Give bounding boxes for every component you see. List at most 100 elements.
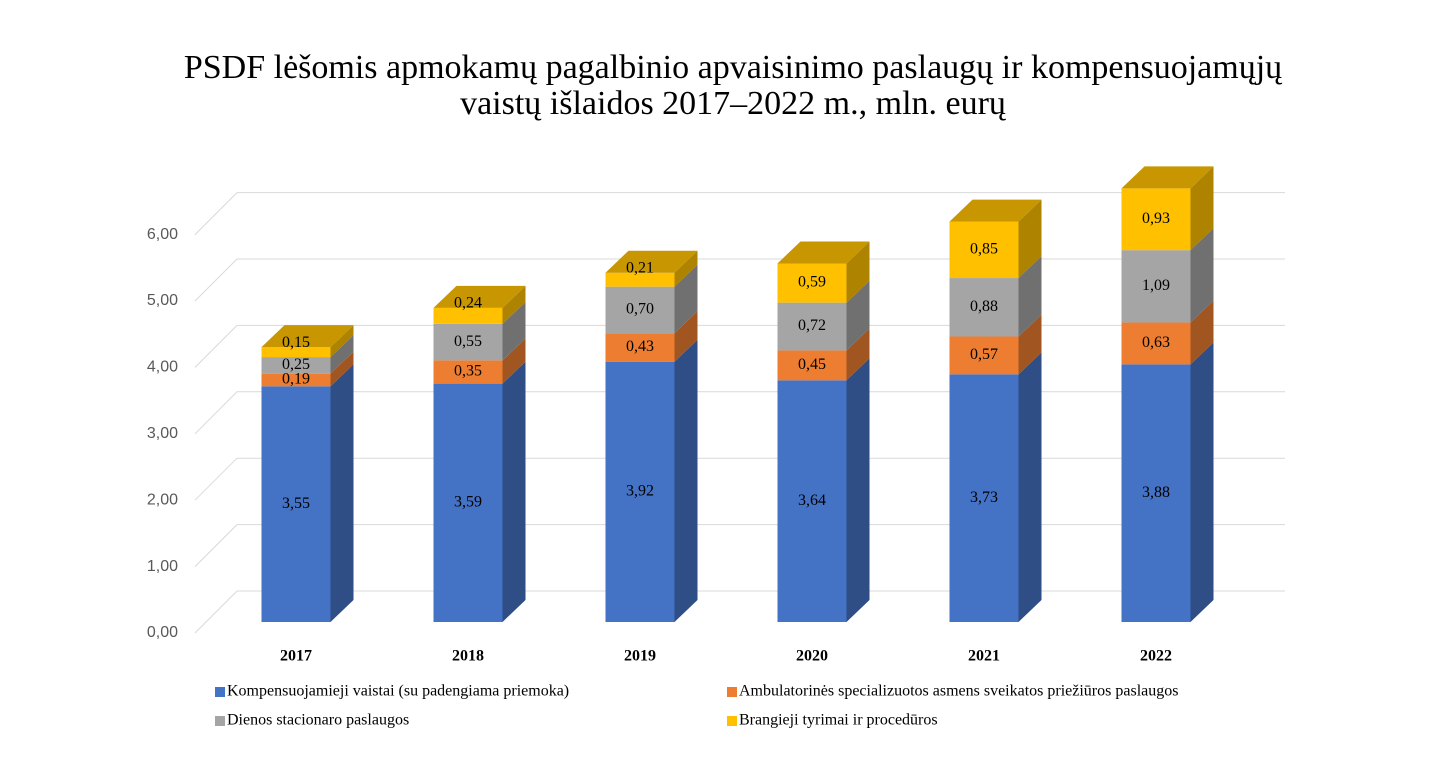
bar-side [674,339,698,622]
bar [605,361,675,622]
x-tick-label: 2020 [796,648,828,665]
legend-swatch [727,716,737,726]
bar [777,263,847,303]
bar-side [1190,342,1214,622]
bar-side [330,325,354,358]
data-label: 0,21 [626,259,654,276]
grid-line [194,391,1285,435]
x-tick-label: 2021 [968,648,1000,665]
y-tick-label: 0,00 [147,624,178,641]
bar [949,221,1019,279]
data-label: 0,24 [454,295,482,312]
bar-side [1190,228,1214,323]
bar-side [674,250,698,287]
data-label: 0,35 [454,363,482,380]
legend-label: Brangieji tyrimai ir procedūros [739,712,938,729]
bar-side [846,280,870,351]
data-label: 0,88 [970,298,998,315]
bar [433,360,503,384]
bar [261,357,331,374]
data-label: 0,93 [1142,210,1170,227]
grid-line [194,192,1285,235]
legend-label: Ambulatorinės specializuotos asmens svei… [739,683,1178,700]
bar-side [330,364,354,622]
grid-line [194,457,1285,501]
bar-side [502,301,526,361]
y-tick-label: 2,00 [147,491,178,508]
bar-side [846,328,870,381]
data-label: 0,25 [282,356,310,373]
bar [605,272,675,287]
bar-top [949,199,1042,222]
bar-side [1018,314,1042,375]
data-label: 3,88 [1142,484,1170,501]
bar [433,323,503,361]
y-tick-label: 6,00 [147,226,178,243]
legend-swatch [727,687,737,697]
y-tick-label: 3,00 [147,425,178,442]
bar [949,278,1019,337]
grid-line [194,258,1285,302]
data-label: 3,64 [798,492,826,509]
x-tick-label: 2017 [280,648,312,665]
x-tick-label: 2019 [624,648,656,665]
grid-line [194,524,1285,567]
x-tick-label: 2018 [452,648,484,665]
data-label: 0,55 [454,333,482,350]
chart-title: PSDF lėšomis apmokamų pagalbinio apvaisi… [184,49,1283,122]
bar [777,380,847,622]
bar [949,374,1019,622]
legend-swatch [215,716,225,726]
bar-side [1190,166,1214,251]
y-tick-label: 1,00 [147,558,178,575]
data-label: 3,55 [282,495,310,512]
bar-top [433,285,526,308]
bar-side [846,241,870,303]
legend-label: Kompensuojamieji vaistai (su padengiama … [227,683,569,700]
data-label: 0,85 [970,240,998,257]
data-label: 0,59 [798,274,826,291]
legend-label: Dienos stacionaro paslaugos [227,712,409,729]
bar-top [1121,166,1214,189]
bar [433,383,503,622]
data-label: 0,72 [798,317,826,334]
bar-top [261,325,354,348]
bar [605,286,675,334]
bar-top [777,241,870,264]
data-label: 3,92 [626,483,654,500]
bar-side [502,338,526,384]
bar-side [1018,256,1042,337]
data-label: 0,57 [970,346,998,363]
bar [261,373,331,387]
data-label: 0,15 [282,334,310,351]
bar-side [846,358,870,622]
x-tick-label: 2022 [1140,648,1172,665]
bar [1121,250,1191,323]
bar [261,347,331,358]
bar [777,302,847,351]
data-label: 3,73 [970,489,998,506]
bar [605,333,675,362]
bar-side [1018,199,1042,279]
bar-top [605,250,698,273]
grid-line [194,324,1285,368]
bar-side [674,311,698,362]
data-label: 0,63 [1142,334,1170,351]
bar-side [674,264,698,334]
legend-swatch [215,687,225,697]
data-label: 0,70 [626,301,654,318]
bar-side [1190,300,1214,365]
bar-side [330,351,354,387]
y-tick-label: 5,00 [147,292,178,309]
bar [1121,188,1191,251]
bar [1121,364,1191,622]
data-label: 0,19 [282,371,310,388]
data-label: 1,09 [1142,277,1170,294]
bar-side [1018,352,1042,622]
bar [433,307,503,324]
bar-side [502,285,526,324]
y-tick-label: 4,00 [147,359,178,376]
bar-side [502,361,526,622]
data-label: 0,43 [626,338,654,355]
